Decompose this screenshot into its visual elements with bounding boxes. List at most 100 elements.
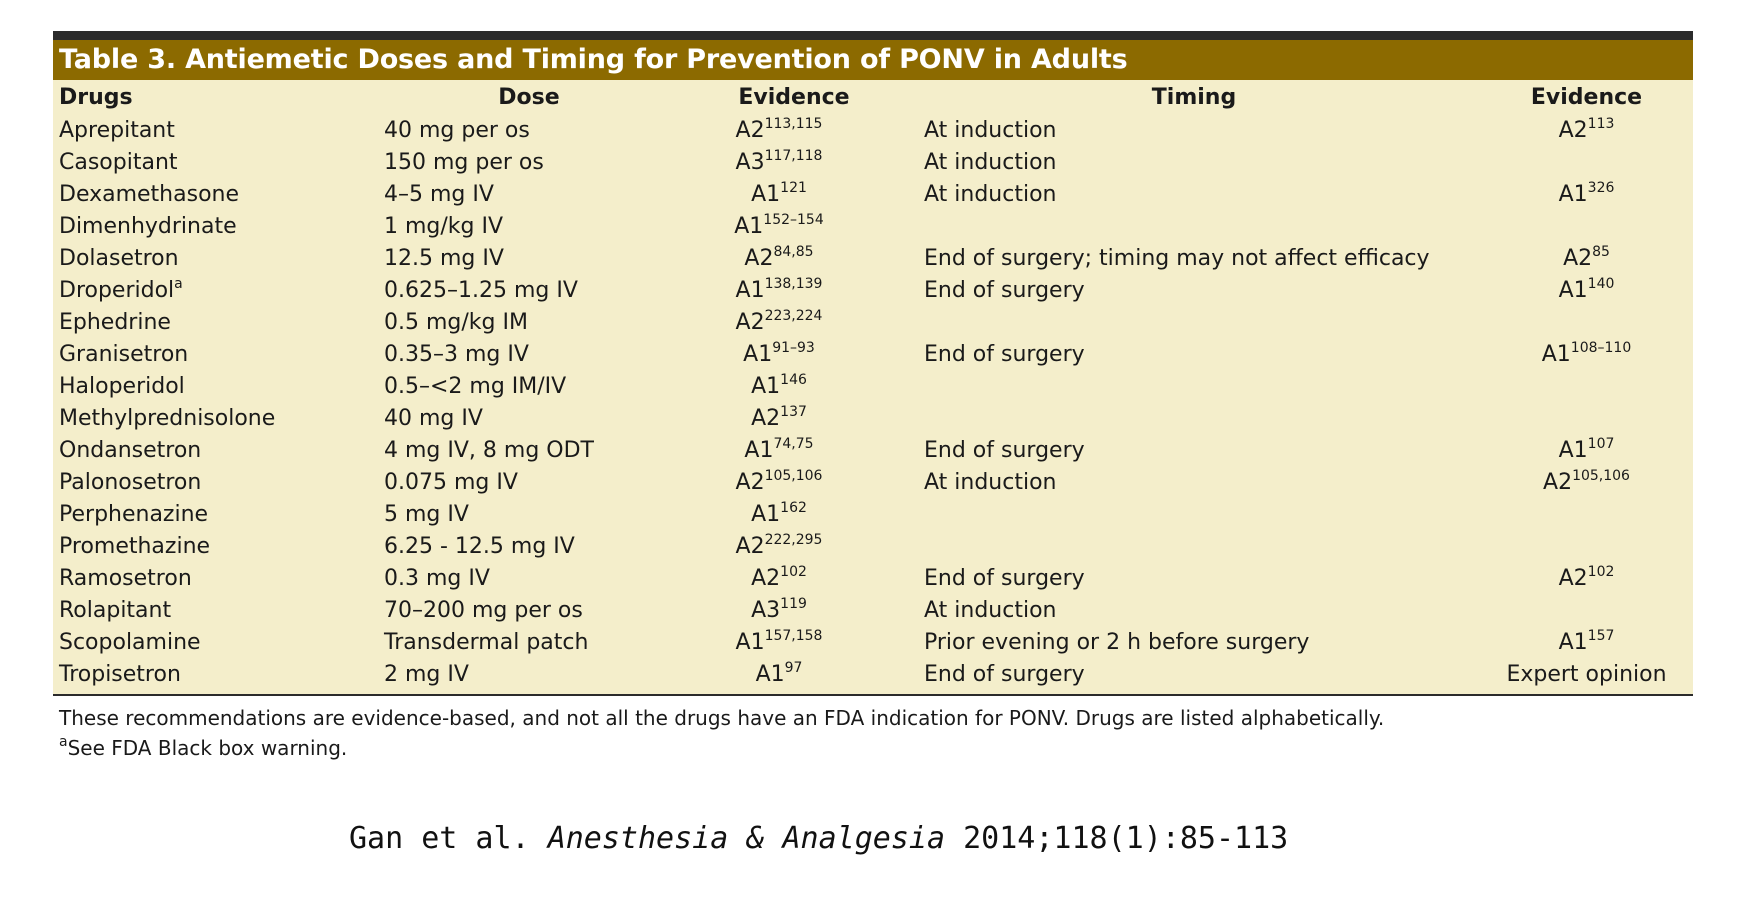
cell-evidence-dose-text: A2 (735, 469, 765, 495)
cell-evidence-timing (1474, 530, 1699, 562)
cell-evidence-dose: A1152–154 (674, 210, 914, 242)
cell-timing-text: End of surgery; timing may not affect ef… (924, 245, 1430, 271)
cell-drug-text: Granisetron (59, 341, 189, 367)
cell-drug-text: Ondansetron (59, 437, 202, 463)
cell-timing: End of surgery; timing may not affect ef… (914, 242, 1474, 274)
cell-drug-text: Dimenhydrinate (59, 213, 237, 239)
cell-dose: 2 mg IV (384, 658, 674, 690)
table-row: Dolasetron 12.5 mg IV A284,85 End of surger… (53, 242, 1699, 274)
cell-timing-text: At induction (924, 469, 1057, 495)
cell-timing: End of surgery (914, 274, 1474, 306)
citation: Gan et al. Anesthesia & Analgesia 2014;1… (349, 821, 1288, 856)
cell-drug: Dimenhydrinate (53, 210, 384, 242)
cell-evidence-timing (1474, 146, 1699, 178)
cell-evidence-dose: A2113,115 (674, 114, 914, 146)
cell-dose-text: 40 mg per os (384, 117, 530, 143)
cell-drug: Granisetron (53, 338, 384, 370)
cell-evidence-dose: A3119 (674, 594, 914, 626)
cell-dose: 0.5–<2 mg IM/IV (384, 370, 674, 402)
cell-evidence-dose-text: A1 (751, 181, 781, 207)
cell-evidence-dose-text: A3 (751, 597, 781, 623)
cell-evidence-timing-superscript: 85 (1592, 243, 1610, 260)
cell-evidence-timing-text: A1 (1558, 629, 1588, 655)
cell-evidence-dose-text: A1 (735, 277, 765, 303)
citation-reference: 2014;118(1):85-113 (945, 821, 1289, 856)
cell-drug: Dexamethasone (53, 178, 384, 210)
cell-evidence-dose-superscript: 84,85 (773, 243, 814, 260)
cell-evidence-dose: A174,75 (674, 434, 914, 466)
footnote-a-marker: a (59, 734, 68, 750)
cell-dose: 5 mg IV (384, 498, 674, 530)
footnote-a-text: See FDA Black box warning. (67, 736, 348, 760)
cell-evidence-dose-text: A1 (735, 629, 765, 655)
cell-drug-superscript: a (174, 275, 183, 292)
footnote-general: These recommendations are evidence-based… (59, 706, 1385, 730)
cell-evidence-dose: A2223,224 (674, 306, 914, 338)
cell-timing: End of surgery (914, 338, 1474, 370)
cell-timing: At induction (914, 146, 1474, 178)
cell-dose: 4 mg IV, 8 mg ODT (384, 434, 674, 466)
cell-evidence-timing-text: A2 (1558, 117, 1588, 143)
table-row: Ondansetron 4 mg IV, 8 mg ODT A174,75 End o… (53, 434, 1699, 466)
table-title: Table 3. Antiemetic Doses and Timing for… (53, 40, 1693, 80)
cell-drug-text: Methylprednisolone (59, 405, 276, 431)
cell-evidence-timing-superscript: 113 (1587, 115, 1615, 132)
cell-evidence-timing: A2113 (1474, 114, 1699, 146)
table-row: Perphenazine 5 mg IV A1162 (53, 498, 1699, 530)
header-timing: Timing (1151, 84, 1237, 110)
cell-evidence-dose: A1162 (674, 498, 914, 530)
cell-evidence-timing-text: A1 (1558, 437, 1588, 463)
cell-evidence-timing: A2102 (1474, 562, 1699, 594)
table-row: Granisetron 0.35–3 mg IV A191–93 End of sur… (53, 338, 1699, 370)
cell-timing-text: Prior evening or 2 h before surgery (924, 629, 1310, 655)
cell-evidence-timing (1474, 402, 1699, 434)
cell-evidence-timing-superscript: 102 (1587, 563, 1615, 580)
cell-evidence-timing (1474, 210, 1699, 242)
cell-evidence-dose-superscript: 146 (780, 371, 807, 388)
table-row: Promethazine 6.25 - 12.5 mg IV A2222,295 (53, 530, 1699, 562)
cell-evidence-dose: A2102 (674, 562, 914, 594)
cell-evidence-dose-superscript: 119 (780, 595, 807, 612)
table-row: Tropisetron 2 mg IV A197 End of surgery Expe… (53, 658, 1699, 690)
cell-timing: At induction (914, 466, 1474, 498)
cell-evidence-dose-superscript: 102 (780, 563, 807, 580)
table-row: Rolapitant 70–200 mg per os A3119 At induct… (53, 594, 1699, 626)
cell-timing-text: At induction (924, 181, 1057, 207)
cell-evidence-dose-superscript: 74,75 (773, 435, 814, 452)
cell-timing-text: End of surgery (924, 277, 1085, 303)
bottom-rule (53, 694, 1693, 696)
cell-evidence-dose: A2105,106 (674, 466, 914, 498)
table-row: Dexamethasone 4–5 mg IV A1121 At induction A… (53, 178, 1699, 210)
table-row: Casopitant 150 mg per os A3117,118 At induc… (53, 146, 1699, 178)
cell-evidence-dose: A3117,118 (674, 146, 914, 178)
cell-evidence-dose-text: A1 (743, 341, 773, 367)
cell-evidence-timing: A285 (1474, 242, 1699, 274)
cell-dose: 1 mg/kg IV (384, 210, 674, 242)
cell-evidence-timing-superscript: 105,106 (1572, 467, 1630, 484)
cell-drug: Dolasetron (53, 242, 384, 274)
cell-evidence-timing-text: A2 (1543, 469, 1573, 495)
cell-drug-text: Casopitant (59, 149, 178, 175)
cell-evidence-dose-superscript: 223,224 (764, 307, 823, 324)
cell-dose: 6.25 - 12.5 mg IV (384, 530, 674, 562)
cell-timing-text: At induction (924, 597, 1057, 623)
cell-evidence-timing-superscript: 108–110 (1570, 339, 1632, 356)
cell-evidence-timing: A1108–110 (1474, 338, 1699, 370)
citation-authors: Gan et al. (349, 821, 548, 856)
cell-timing: End of surgery (914, 434, 1474, 466)
cell-evidence-dose-text: A1 (734, 213, 764, 239)
cell-evidence-dose-superscript: 162 (780, 499, 807, 516)
cell-evidence-dose-text: A2 (751, 405, 781, 431)
cell-evidence-dose-superscript: 137 (780, 403, 807, 420)
cell-dose-text: 5 mg IV (384, 501, 469, 527)
cell-evidence-dose-superscript: 138,139 (764, 275, 823, 292)
table-body-area: Drugs Dose Evidence Timing Evidence Apre… (53, 80, 1693, 694)
cell-timing (914, 530, 1474, 562)
cell-evidence-dose: A2222,295 (674, 530, 914, 562)
cell-dose: 4–5 mg IV (384, 178, 674, 210)
cell-timing-text: At induction (924, 149, 1057, 175)
cell-evidence-dose-superscript: 91–93 (772, 339, 815, 356)
cell-drug: Tropisetron (53, 658, 384, 690)
cell-drug-text: Haloperidol (59, 373, 185, 399)
cell-drug-text: Promethazine (59, 533, 211, 559)
